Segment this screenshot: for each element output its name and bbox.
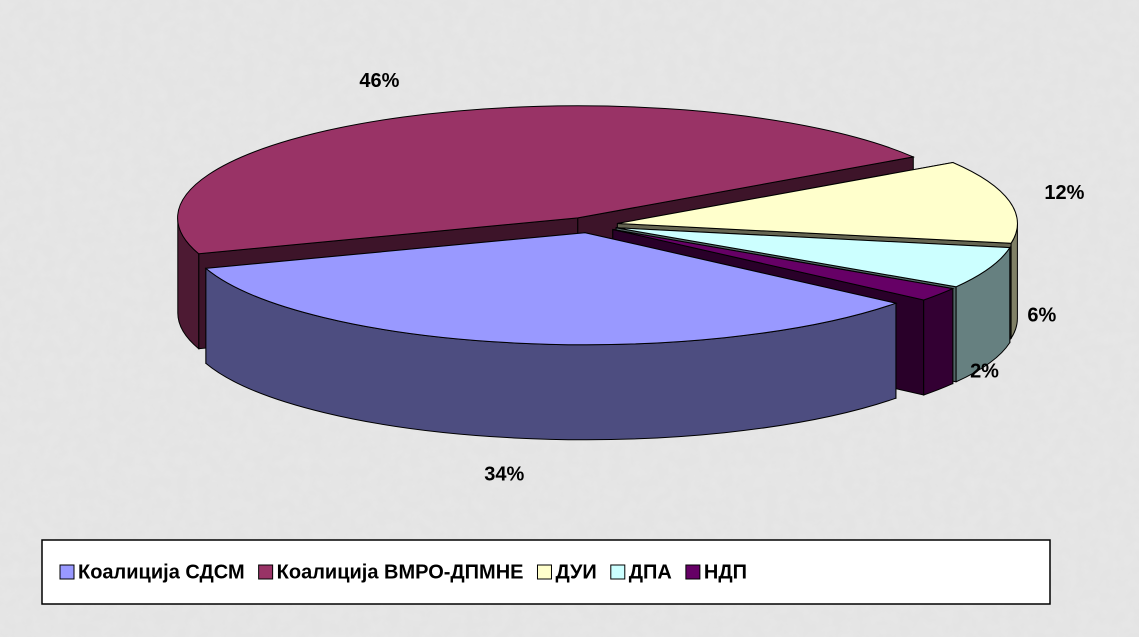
data-label: 46% [359, 70, 399, 92]
legend-label: Коалиција СДСМ [78, 561, 245, 583]
legend-swatch [536, 564, 552, 580]
legend-swatch [685, 564, 701, 580]
data-label: 6% [1027, 304, 1056, 326]
legend-label: Коалиција ВМРО-ДПМНЕ [277, 561, 524, 583]
legend-label: ДУИ [555, 561, 596, 583]
data-label: 34% [484, 463, 524, 485]
legend-label: НДП [704, 561, 747, 583]
legend-swatch [258, 564, 274, 580]
slice [204, 232, 898, 346]
slice [616, 227, 1011, 288]
legend-box [41, 539, 1051, 605]
slice [177, 105, 916, 255]
legend-swatch [610, 564, 626, 580]
data-label: 2% [970, 360, 999, 382]
slice [612, 229, 955, 301]
slice-side [923, 287, 954, 396]
data-label: 12% [1044, 182, 1084, 204]
legend-label: ДПА [629, 561, 672, 583]
legend-swatch [59, 564, 75, 580]
slice [617, 161, 1018, 244]
